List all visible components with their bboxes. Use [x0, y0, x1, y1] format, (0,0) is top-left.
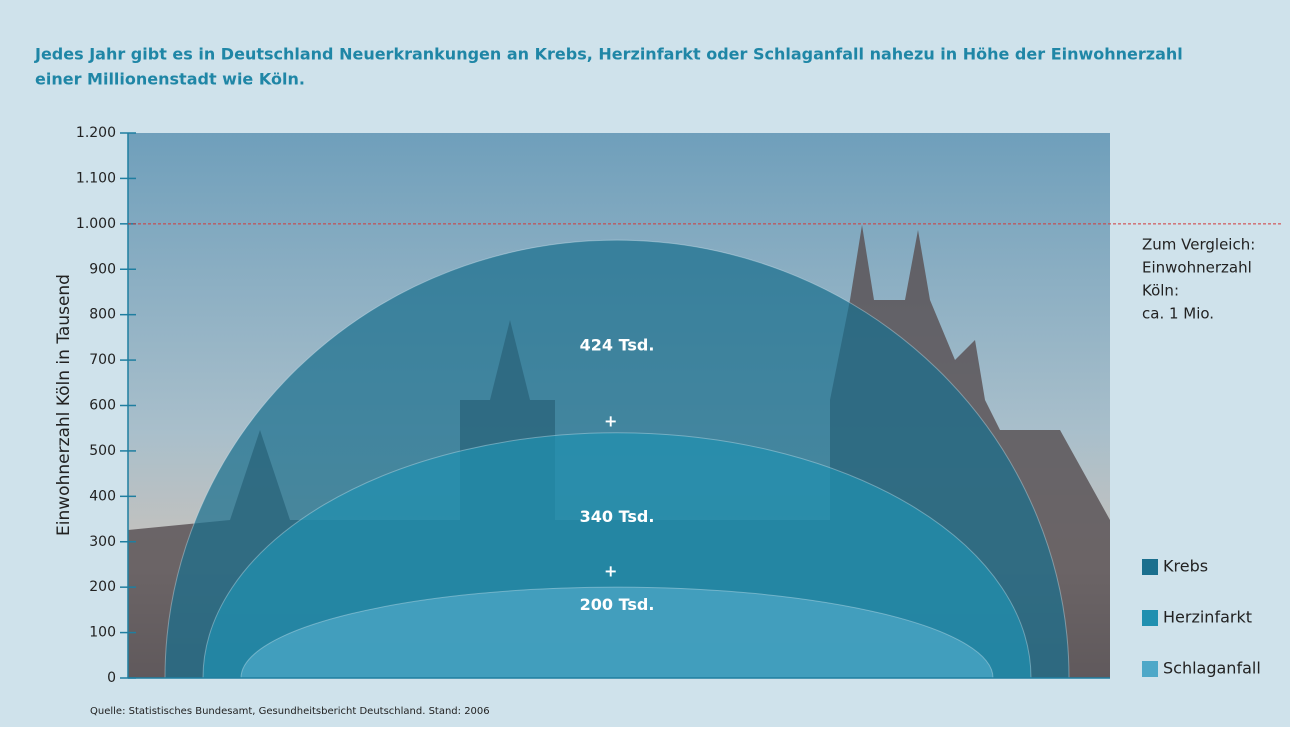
- y-tick-label: 900: [89, 261, 116, 277]
- y-tick-label: 1.000: [76, 216, 116, 232]
- legend-swatch: [1142, 559, 1158, 575]
- y-tick-label: 700: [89, 352, 116, 368]
- y-tick-label: 500: [89, 443, 116, 459]
- reference-label: Zum Vergleich:: [1142, 236, 1255, 254]
- y-tick-label: 1.200: [76, 125, 116, 141]
- chart-title: Jedes Jahr gibt es in Deutschland Neuerk…: [34, 45, 1183, 64]
- legend-swatch: [1142, 661, 1158, 677]
- y-tick-label: 600: [89, 398, 116, 414]
- reference-label: Köln:: [1142, 282, 1179, 300]
- legend-label: Schlaganfall: [1163, 659, 1261, 678]
- operator: +: [604, 562, 617, 581]
- y-tick-label: 400: [89, 488, 116, 504]
- chart-title: einer Millionenstadt wie Köln.: [35, 70, 305, 89]
- legend-label: Krebs: [1163, 557, 1208, 576]
- y-tick-label: 100: [89, 625, 116, 641]
- y-axis-label: Einwohnerzahl Köln in Tausend: [54, 274, 74, 536]
- legend-swatch: [1142, 610, 1158, 626]
- y-tick-label: 1.100: [76, 170, 116, 186]
- value-label: 340 Tsd.: [580, 507, 655, 526]
- y-tick-label: 200: [89, 579, 116, 595]
- reference-label: Einwohnerzahl: [1142, 259, 1252, 277]
- y-tick-label: 300: [89, 534, 116, 550]
- value-label: 200 Tsd.: [580, 595, 655, 614]
- chart: Jedes Jahr gibt es in Deutschland Neuerk…: [0, 0, 1290, 727]
- source: Quelle: Statistisches Bundesamt, Gesundh…: [90, 706, 490, 717]
- y-tick-label: 800: [89, 307, 116, 323]
- reference-label: ca. 1 Mio.: [1142, 305, 1214, 323]
- legend-label: Herzinfarkt: [1163, 608, 1252, 627]
- operator: +: [604, 411, 617, 430]
- y-tick-label: 0: [107, 670, 116, 686]
- value-label: 424 Tsd.: [580, 336, 655, 355]
